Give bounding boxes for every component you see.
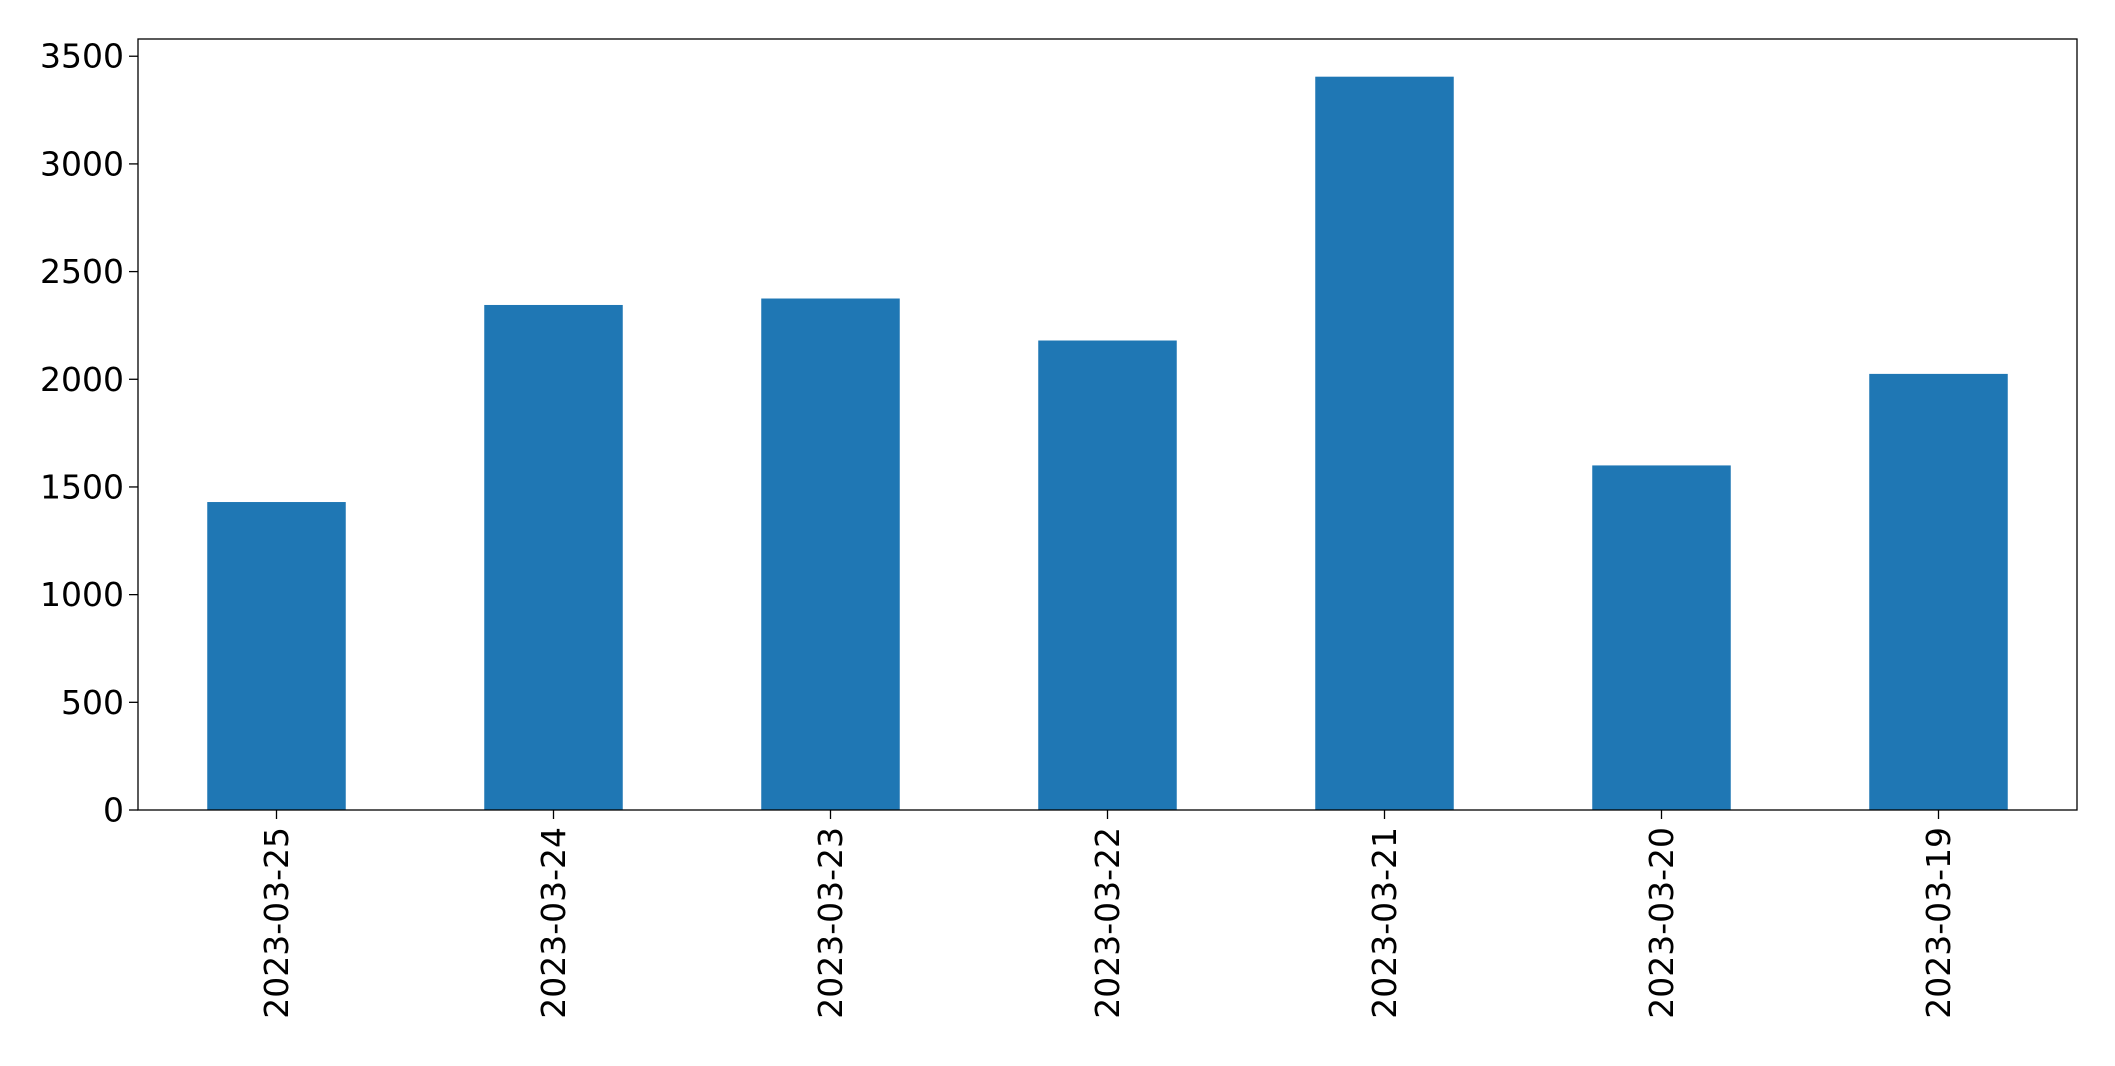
y-tick-label: 1000: [40, 575, 124, 614]
plot-area-frame: [137, 38, 2078, 811]
x-axis: 2023-03-25 2023-03-24 2023-03-23 2023-03-22…: [257, 810, 1958, 1019]
y-tick-label: 2000: [40, 360, 124, 399]
x-tick-label: 2023-03-25: [257, 827, 296, 1019]
y-axis: 0 500 1000 1500 2000 2500 3000 3500: [40, 37, 138, 830]
y-tick-label: 3500: [40, 37, 124, 76]
y-tick-label: 2500: [40, 252, 124, 291]
bar-2023-03-21: [1315, 76, 1454, 811]
x-tick-label: 2023-03-20: [1642, 827, 1681, 1019]
x-tick-label: 2023-03-24: [534, 827, 573, 1019]
bar-series: [207, 76, 2008, 811]
x-tick-label: 2023-03-19: [1919, 827, 1958, 1019]
x-tick-label: 2023-03-21: [1365, 827, 1404, 1019]
x-tick-label: 2023-03-22: [1088, 827, 1127, 1019]
bar-2023-03-23: [761, 298, 900, 810]
bar-2023-03-22: [1038, 340, 1177, 810]
bar-2023-03-19: [1869, 373, 2008, 810]
y-tick-label: 3000: [40, 144, 124, 183]
y-tick-label: 0: [103, 791, 124, 830]
y-tick-label: 500: [61, 683, 124, 722]
bar-2023-03-24: [484, 304, 623, 810]
bar-2023-03-25: [207, 502, 346, 810]
bar-2023-03-20: [1592, 465, 1731, 810]
y-tick-label: 1500: [40, 467, 124, 506]
x-tick-label: 2023-03-23: [811, 827, 850, 1019]
